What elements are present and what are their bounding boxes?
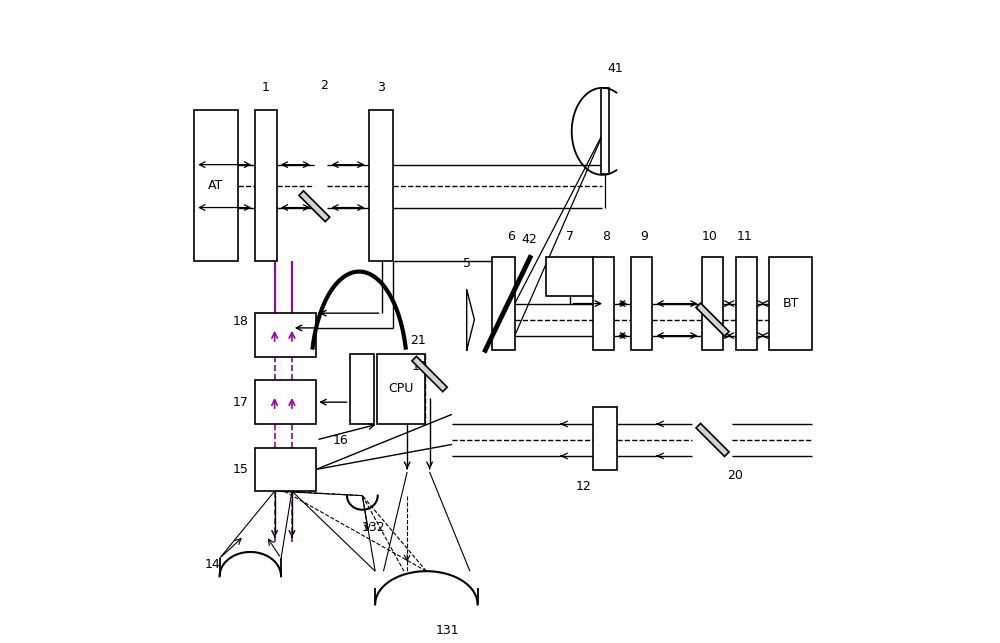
Text: 21: 21 [410, 334, 426, 347]
Text: BT: BT [782, 297, 799, 310]
Text: CPU: CPU [388, 382, 413, 395]
Polygon shape [299, 191, 330, 222]
Text: 8: 8 [602, 230, 610, 244]
Text: 14: 14 [204, 558, 220, 572]
Text: 10: 10 [702, 230, 718, 244]
Text: 6: 6 [508, 230, 515, 244]
Polygon shape [696, 424, 729, 457]
Polygon shape [412, 356, 447, 392]
Bar [350, 354, 374, 424]
Bar [601, 88, 609, 174]
Bar [736, 257, 757, 350]
Text: 41: 41 [607, 62, 623, 75]
Text: 5: 5 [463, 257, 471, 270]
Text: 17: 17 [233, 395, 249, 409]
Bar [369, 110, 393, 260]
Text: 12: 12 [576, 480, 592, 493]
Text: 3: 3 [377, 81, 385, 95]
Bar [255, 381, 316, 424]
Bar [702, 257, 723, 350]
Bar [377, 354, 425, 424]
Bar [631, 257, 652, 350]
Bar [546, 257, 594, 296]
Text: 7: 7 [566, 230, 574, 244]
Text: 16: 16 [333, 433, 348, 446]
Text: 1: 1 [262, 81, 270, 95]
Bar [255, 448, 316, 491]
Bar [593, 407, 617, 470]
Text: 9: 9 [640, 230, 648, 244]
Polygon shape [696, 303, 729, 336]
Text: 132: 132 [361, 521, 385, 534]
Text: 19: 19 [412, 359, 428, 373]
Bar [593, 257, 614, 350]
Text: 11: 11 [737, 230, 752, 244]
Text: 42: 42 [521, 233, 537, 246]
Text: 15: 15 [233, 463, 249, 476]
Text: 20: 20 [727, 469, 743, 482]
Text: 131: 131 [436, 624, 459, 637]
Bar [255, 313, 316, 357]
Bar [492, 257, 515, 350]
Text: 18: 18 [233, 315, 249, 328]
Bar [194, 110, 238, 260]
Text: 2: 2 [320, 79, 328, 93]
Text: AT: AT [208, 179, 223, 192]
Bar [769, 257, 812, 350]
Bar [255, 110, 277, 260]
